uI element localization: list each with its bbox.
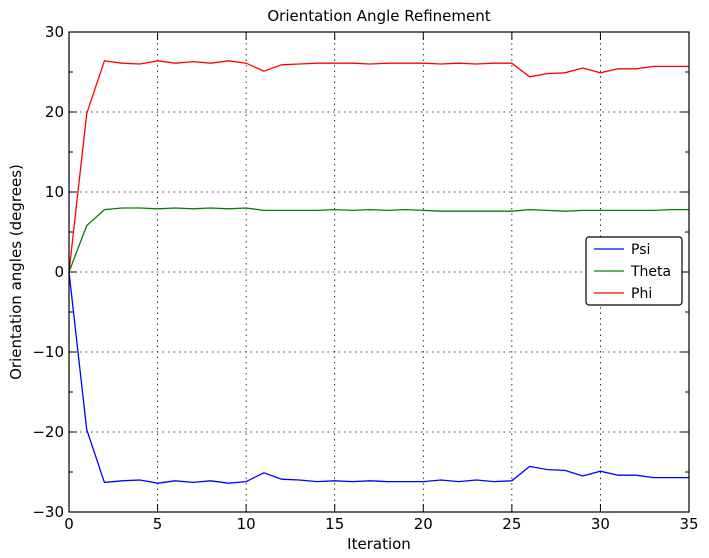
y-tick-label: 0 xyxy=(54,263,64,281)
y-tick-label: −10 xyxy=(32,343,64,361)
legend-box xyxy=(585,236,683,306)
tick-labels: 0 5 10 15 20 25 30 35 −30 −20 −10 0 10 20 30 xyxy=(32,23,698,533)
y-tick-label: 20 xyxy=(45,103,64,121)
series-line-theta xyxy=(68,207,689,273)
x-tick-label: 35 xyxy=(679,515,698,533)
series-group xyxy=(68,60,689,484)
x-tick-label: 0 xyxy=(64,515,74,533)
legend-label-phi: Phi xyxy=(631,286,652,302)
plot-frame xyxy=(68,31,690,513)
y-tick-label: −30 xyxy=(32,503,64,521)
x-tick-label: 30 xyxy=(591,515,610,533)
legend-label-psi: Psi xyxy=(631,242,650,258)
x-tick-label: 10 xyxy=(237,515,256,533)
axis-ticks xyxy=(68,31,690,513)
x-tick-label: 15 xyxy=(325,515,344,533)
legend-label-theta: Theta xyxy=(630,264,671,280)
series-line-psi xyxy=(68,271,689,484)
series-line-phi xyxy=(68,60,689,273)
legend: Psi Theta Phi xyxy=(585,236,683,306)
chart-title: Orientation Angle Refinement xyxy=(267,7,490,25)
y-tick-label: 30 xyxy=(45,23,64,41)
y-tick-label: 10 xyxy=(45,183,64,201)
x-tick-label: 5 xyxy=(153,515,163,533)
x-axis-label: Iteration xyxy=(347,535,411,553)
x-tick-label: 20 xyxy=(414,515,433,533)
y-axis-label: Orientation angles (degrees) xyxy=(7,164,25,380)
y-tick-label: −20 xyxy=(32,423,64,441)
x-tick-label: 25 xyxy=(502,515,521,533)
